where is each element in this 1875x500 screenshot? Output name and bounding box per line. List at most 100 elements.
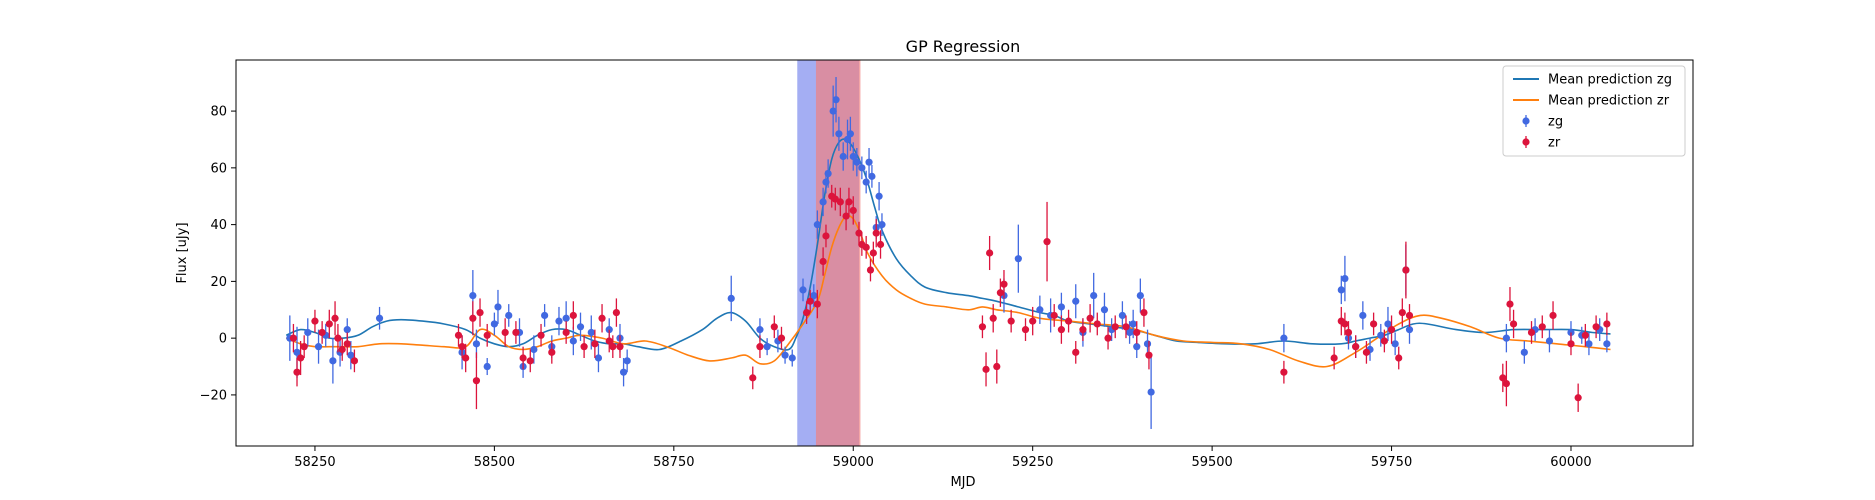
y-tick-label: 80 xyxy=(210,105,227,120)
zg-point xyxy=(1100,306,1109,314)
zg-point xyxy=(576,323,585,331)
zr-point xyxy=(526,357,534,365)
zg-point xyxy=(868,172,876,180)
zr-point xyxy=(1509,320,1518,328)
zg-point xyxy=(1125,328,1134,337)
zr-point xyxy=(1398,309,1406,317)
zg-point xyxy=(1520,348,1528,356)
zr-point xyxy=(777,334,786,342)
zg-point xyxy=(623,357,631,365)
y-tick-label: 20 xyxy=(210,275,227,290)
x-tick-label: 59750 xyxy=(1371,455,1412,470)
x-axis-label: MJD xyxy=(950,475,975,490)
zr-point xyxy=(1499,374,1507,382)
zr-point xyxy=(1402,266,1410,274)
zr-point xyxy=(1043,238,1051,246)
zr-point xyxy=(1592,323,1600,331)
zr-point xyxy=(1370,320,1378,328)
zr-point xyxy=(616,343,624,351)
zr-point xyxy=(989,314,997,322)
zr-point xyxy=(1111,323,1119,331)
zg-point xyxy=(1391,340,1399,348)
zg-point xyxy=(763,343,771,351)
zg-point xyxy=(1118,311,1127,320)
x-tick-label: 58500 xyxy=(474,455,515,470)
zr-point xyxy=(802,309,811,317)
zr-point xyxy=(458,343,466,351)
zr-point xyxy=(296,354,305,362)
zr-point xyxy=(548,348,556,356)
zg-point xyxy=(1502,334,1510,342)
legend-marker-swatch xyxy=(1522,138,1530,146)
zg-point xyxy=(1036,306,1044,314)
zr-point xyxy=(842,212,850,220)
legend-label: zr xyxy=(1548,136,1561,151)
zg-point xyxy=(619,368,628,376)
x-axis-ticks: 58250 58500 58750 59000 59250 59500 59750 60000 xyxy=(294,446,1592,470)
zg-point xyxy=(1280,334,1288,342)
zr-point xyxy=(1145,351,1153,359)
zr-point xyxy=(1549,311,1557,320)
zg-point xyxy=(1133,343,1141,351)
zg-point xyxy=(849,152,857,161)
zg-point xyxy=(1545,337,1554,345)
zr-point xyxy=(1021,326,1030,334)
zr-point xyxy=(1506,300,1514,308)
zr-point xyxy=(1133,328,1141,337)
zr-point xyxy=(331,314,339,322)
plot-frame xyxy=(235,59,1694,447)
zr-point xyxy=(1362,348,1371,356)
zr-point xyxy=(334,334,342,342)
zg-point xyxy=(1405,326,1414,334)
legend-marker-swatch xyxy=(1522,117,1530,125)
zg-point xyxy=(293,348,301,356)
legend-label: Mean prediction zg xyxy=(1548,73,1672,88)
zg-point xyxy=(810,291,818,300)
zr-point xyxy=(869,249,877,257)
zr-point xyxy=(1387,326,1396,334)
zr-point xyxy=(845,198,853,206)
zr-point xyxy=(598,314,606,322)
data-points xyxy=(286,77,1611,429)
zr-point xyxy=(866,266,875,274)
y-axis-ticks: −20 0 20 40 60 80 xyxy=(200,105,236,403)
zr-point xyxy=(813,300,821,308)
zg-point xyxy=(1147,388,1155,396)
zr-point xyxy=(770,323,778,331)
zg-point xyxy=(469,291,477,300)
zg-point xyxy=(1129,320,1137,328)
zr-point xyxy=(993,362,1001,371)
zr-point xyxy=(849,206,857,215)
x-tick-label: 59500 xyxy=(1191,455,1232,470)
zr-point xyxy=(822,232,830,240)
zg-point xyxy=(314,343,323,351)
zr-point xyxy=(338,345,346,354)
zg-point xyxy=(483,362,491,371)
zr-point xyxy=(289,334,298,342)
zr-point xyxy=(1538,323,1546,331)
zg-point xyxy=(829,107,837,115)
zr-point xyxy=(483,331,491,339)
zg-point xyxy=(375,314,384,322)
zg-point xyxy=(875,192,883,200)
legend-label: Mean prediction zr xyxy=(1548,94,1670,109)
zg-point xyxy=(858,164,866,172)
zr-point xyxy=(819,257,827,266)
zg-point xyxy=(781,351,789,359)
zg-point xyxy=(541,311,549,320)
zr-point xyxy=(612,309,620,317)
zg-point xyxy=(1057,303,1065,311)
zg-point xyxy=(1603,340,1611,348)
zr-point xyxy=(469,314,477,322)
zg-point xyxy=(587,328,595,337)
zr-point xyxy=(1581,331,1589,339)
zr-point xyxy=(343,340,351,348)
zg-point xyxy=(1072,297,1080,305)
zg-point xyxy=(865,158,873,166)
zr-point xyxy=(1072,348,1080,356)
zg-point xyxy=(1585,340,1593,348)
x-tick-label: 58250 xyxy=(294,455,335,470)
zr-point xyxy=(986,249,994,257)
zr-point xyxy=(1064,317,1073,325)
